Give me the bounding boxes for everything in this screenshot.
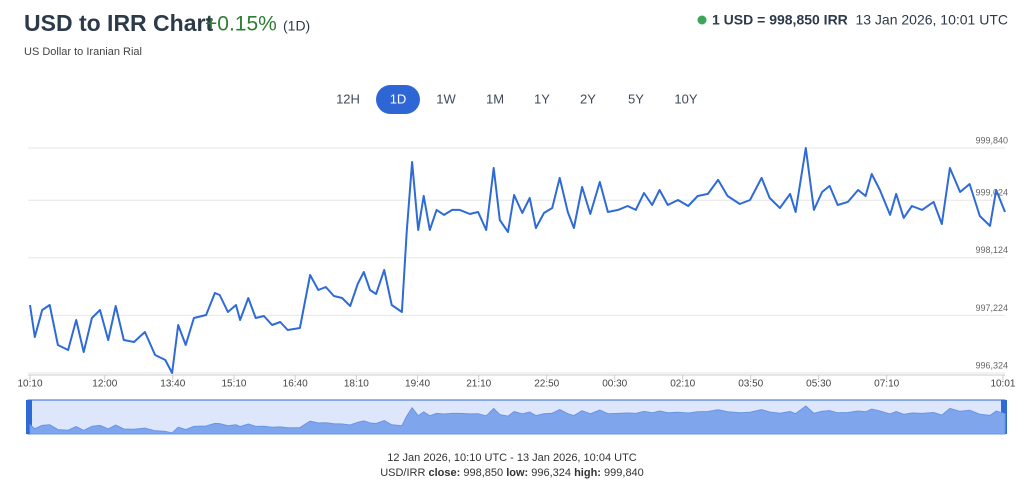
navigator-handle[interactable] (26, 400, 32, 434)
close: 998,850 (463, 467, 503, 479)
title: USD to IRR Chart (24, 10, 213, 36)
range-button[interactable]: 1D (390, 91, 407, 106)
close-label: close: (429, 467, 461, 479)
x-tick-label: 00:30 (602, 379, 627, 390)
x-tick-label: 13:40 (160, 379, 185, 390)
live-dot (697, 15, 707, 25)
subtitle: US Dollar to Iranian Rial (24, 46, 142, 58)
y-tick-label: 999,840 (975, 135, 1008, 145)
y-tick-label: 998,124 (975, 245, 1008, 255)
y-tick-label: 997,224 (975, 303, 1008, 313)
range-button[interactable]: 10Y (674, 91, 697, 106)
x-tick-label: 07:10 (874, 379, 899, 390)
x-tick-label: 02:10 (670, 379, 695, 390)
timestamp: 13 Jan 2026, 10:01 UTC (855, 12, 1008, 28)
x-tick-label: 10:01 (990, 379, 1015, 390)
footer-stats: USD/IRR close: 998,850 low: 996,324 high… (380, 467, 644, 479)
range-button[interactable]: 5Y (628, 91, 644, 106)
y-tick-label: 999,024 (975, 188, 1008, 198)
x-tick-label: 16:40 (283, 379, 308, 390)
high: 999,840 (604, 467, 644, 479)
x-tick-label: 21:10 (466, 379, 491, 390)
x-tick-label: 10:10 (17, 379, 42, 390)
period: (1D) (283, 18, 310, 34)
range-button[interactable]: 2Y (580, 91, 596, 106)
x-tick-label: 18:10 (344, 379, 369, 390)
x-tick-label: 12:00 (92, 379, 117, 390)
nav-area (29, 405, 1006, 435)
high-label: high: (574, 467, 601, 479)
x-tick-label: 05:30 (806, 379, 831, 390)
x-tick-label: 22:50 (534, 379, 559, 390)
range-button-active[interactable] (376, 85, 420, 114)
y-tick-label: 996,324 (975, 360, 1008, 370)
change: +0.15% (205, 13, 277, 36)
range-button[interactable]: 12H (336, 91, 360, 106)
range-button[interactable]: 1M (486, 91, 504, 106)
rate: 1 USD = 998,850 IRR (712, 12, 848, 28)
low-label: low: (506, 467, 528, 479)
footer-range: 12 Jan 2026, 10:10 UTC - 13 Jan 2026, 10… (387, 452, 637, 464)
x-tick-label: 03:50 (738, 379, 763, 390)
x-tick-label: 19:40 (405, 379, 430, 390)
price-line (29, 147, 1006, 374)
range-button[interactable]: 1W (436, 91, 456, 106)
x-tick-label: 15:10 (221, 379, 246, 390)
range-button[interactable]: 1Y (534, 91, 550, 106)
pair: USD/IRR (380, 467, 425, 479)
low: 996,324 (531, 467, 571, 479)
